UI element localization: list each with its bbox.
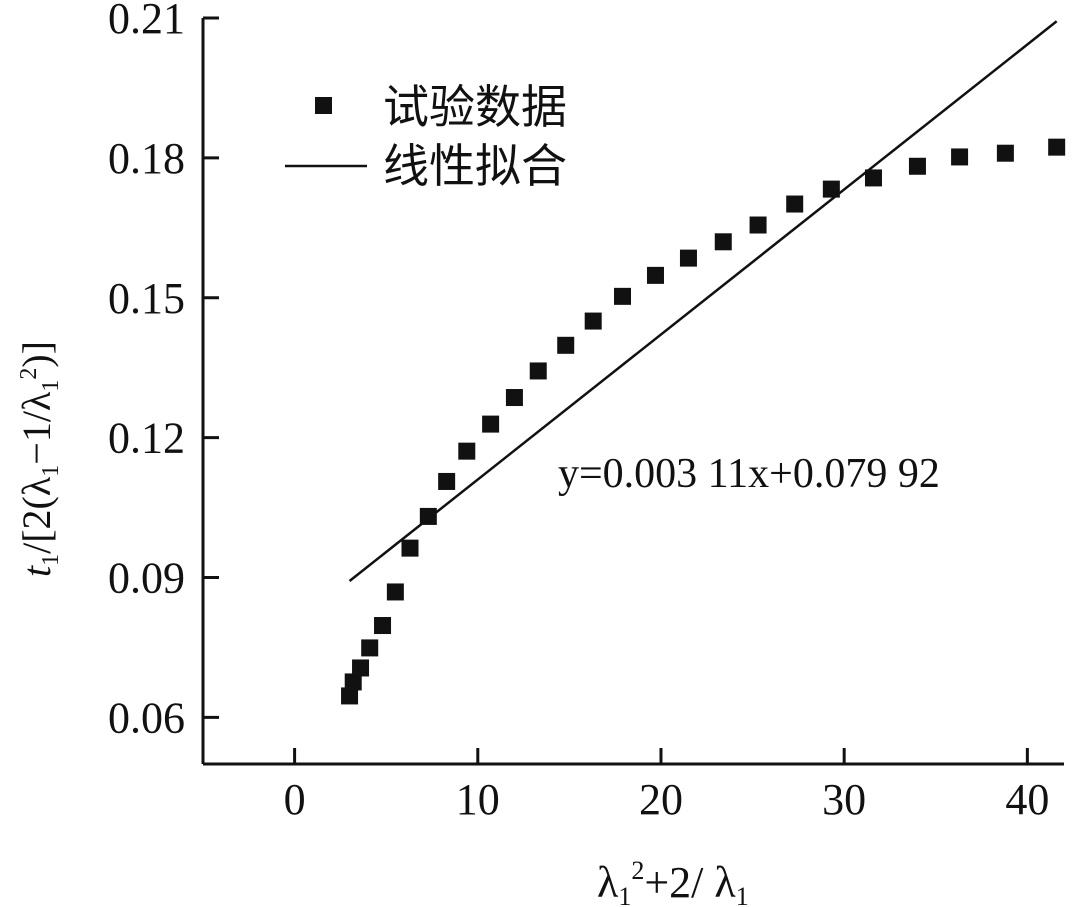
data-point	[584, 312, 602, 330]
data-point	[557, 336, 575, 354]
fit-line	[348, 20, 1058, 582]
data-point	[786, 195, 804, 213]
x-tick-label: 10	[456, 775, 500, 824]
data-point	[822, 180, 840, 198]
data-point	[352, 659, 370, 677]
data-point	[614, 287, 632, 305]
y-axis-title: t1/[2(λ1−1/λ12)]	[14, 341, 64, 577]
data-point	[646, 266, 664, 284]
data-point	[458, 442, 476, 460]
tick-labels: 0.06 0.09 0.12 0.15 0.18 0.21 0 10 20 30 40	[108, 0, 1049, 824]
data-point	[401, 539, 419, 557]
data-point	[419, 507, 437, 525]
data-point	[679, 249, 697, 267]
fit-line-group	[348, 20, 1058, 582]
legend-marker-square	[315, 97, 332, 114]
data-point	[1048, 138, 1066, 156]
data-point	[529, 362, 547, 380]
data-point	[438, 472, 456, 490]
tick-marks	[203, 16, 1029, 764]
y-tick-label: 0.06	[108, 693, 185, 742]
legend-label-data: 试验数据	[383, 80, 567, 134]
y-tick-label: 0.09	[108, 554, 185, 603]
y-tick-label: 0.12	[108, 414, 185, 463]
data-point	[361, 639, 379, 657]
data-points	[341, 138, 1066, 705]
legend-label-fit: 线性拟合	[383, 139, 567, 193]
data-point	[864, 169, 882, 187]
data-point	[951, 148, 969, 166]
data-point	[386, 583, 404, 601]
y-tick-label: 0.21	[108, 0, 185, 43]
data-point	[714, 233, 732, 251]
data-point	[482, 415, 500, 433]
axes	[201, 18, 1064, 766]
data-point	[996, 144, 1014, 162]
data-point	[505, 389, 523, 407]
x-tick-label: 40	[1005, 775, 1049, 824]
x-tick-label: 20	[639, 775, 683, 824]
y-tick-label: 0.15	[108, 274, 185, 323]
data-point	[341, 687, 359, 705]
data-point	[344, 673, 362, 691]
fit-equation: y=0.003 11x+0.079 92	[558, 451, 940, 497]
x-axis-title: λ12+2/ λ1	[597, 856, 749, 907]
data-point	[749, 216, 767, 234]
x-tick-label: 30	[822, 775, 866, 824]
data-point	[908, 157, 926, 175]
x-tick-label: 0	[284, 775, 306, 824]
data-point	[374, 617, 392, 635]
y-tick-label: 0.18	[108, 134, 185, 183]
legend: 试验数据 线性拟合	[285, 80, 567, 193]
